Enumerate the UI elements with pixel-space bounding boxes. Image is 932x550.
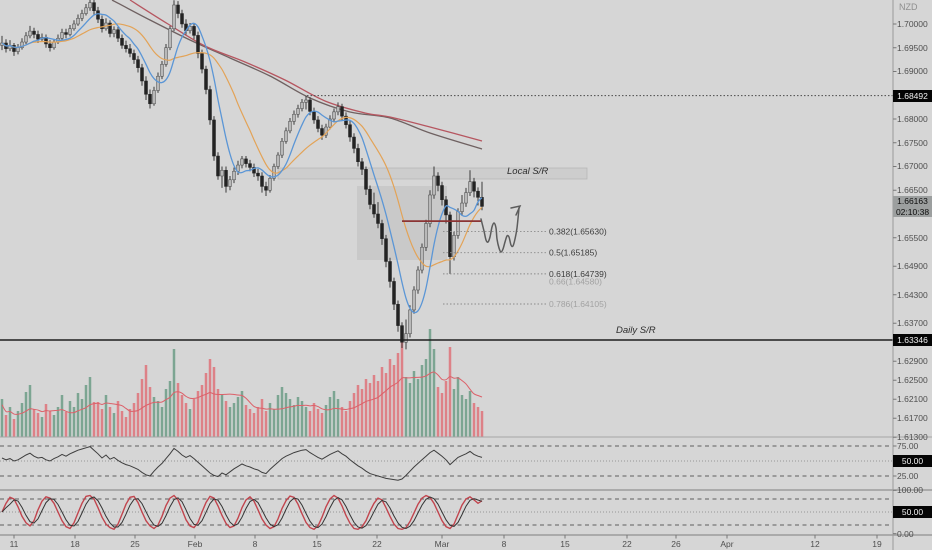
fib-level-label: 0.618(1.64739)	[549, 269, 607, 279]
rsi-line	[1, 446, 483, 481]
stoch-mid-level-label: 50.00	[893, 506, 932, 518]
price-tick-label: 1.64300	[897, 289, 928, 300]
price-tick-label: 1.65500	[897, 232, 928, 243]
fib-level-label: 0.786(1.64105)	[549, 299, 607, 309]
daily-sr-label[interactable]: Daily S/R	[616, 325, 656, 336]
stoch-d-line	[1, 494, 483, 531]
time-tick-label: Feb	[187, 539, 203, 549]
stoch-level-label: 0.00	[897, 528, 914, 539]
fib-level-label: 0.5(1.65185)	[549, 248, 597, 258]
stoch-k-line	[1, 496, 483, 530]
price-tick-label: 1.69000	[897, 66, 928, 77]
time-tick-label: 12	[810, 539, 820, 549]
rsi-level-label: 75.00	[897, 441, 919, 451]
price-tick-label: 1.62500	[897, 375, 928, 386]
time-tick-label: Apr	[720, 539, 734, 549]
price-line-label-high: 1.68492	[893, 89, 932, 102]
time-tick-label: 15	[560, 539, 570, 549]
candle-countdown-timer: 02:10:38	[895, 206, 930, 217]
price-tick-label: 1.64900	[897, 261, 928, 272]
time-tick-label: 15	[312, 539, 322, 549]
ma-medium-line	[1, 23, 483, 268]
current-price-value: 1.66163	[897, 196, 928, 207]
fib-level-label: 0.382(1.65630)	[549, 227, 607, 237]
volume-ma-line	[1, 371, 483, 415]
current-price-label: 1.66163 02:10:38	[893, 196, 932, 218]
time-tick-label: 8	[501, 539, 507, 549]
ma-100-line	[129, 0, 483, 142]
time-tick-label: 8	[252, 539, 258, 549]
price-tick-label: 1.66500	[897, 185, 928, 196]
time-tick-label: 19	[872, 539, 882, 549]
time-tick-label: 25	[130, 539, 140, 549]
price-tick-label: 1.69500	[897, 42, 928, 53]
volume-profile-zone[interactable]	[357, 186, 447, 260]
projection-arrowhead	[510, 204, 522, 216]
currency-label: NZD	[899, 2, 918, 12]
price-line-label-low: 1.63346	[893, 334, 932, 347]
candlestick-series[interactable]	[0, 0, 484, 350]
price-tick-label: 1.70000	[897, 18, 928, 29]
rsi-mid-level-label: 50.00	[893, 455, 932, 467]
fib-retracement[interactable]: 0.382(1.65630) 0.5(1.65185) 0.618(1.64739)…	[443, 227, 607, 309]
price-tick-label: 1.61700	[897, 413, 928, 424]
time-tick-label: 11	[9, 539, 19, 549]
price-tick-label: 1.67000	[897, 161, 928, 172]
local-sr-label[interactable]: Local S/R	[507, 166, 549, 177]
volume-series	[0, 329, 484, 437]
time-tick-label: Mar	[434, 539, 450, 549]
projection-path[interactable]	[480, 207, 520, 253]
price-tick-label: 1.67500	[897, 137, 928, 148]
time-tick-label: 18	[70, 539, 80, 549]
price-tick-label: 1.63700	[897, 318, 928, 329]
ma-fast-line	[1, 13, 483, 314]
price-tick-label: 1.62100	[897, 394, 928, 405]
fib-level-label: 0.66(1.64580)	[549, 276, 602, 286]
rsi-level-label: 25.00	[897, 471, 919, 481]
stoch-level-label: 100.00	[897, 485, 923, 496]
price-tick-label: 1.61300	[897, 432, 928, 443]
price-tick-label: 1.62900	[897, 356, 928, 367]
time-tick-label: 22	[372, 539, 382, 549]
time-tick-label: 22	[622, 539, 632, 549]
price-tick-label: 1.68000	[897, 113, 928, 124]
time-tick-label: 26	[671, 539, 681, 549]
